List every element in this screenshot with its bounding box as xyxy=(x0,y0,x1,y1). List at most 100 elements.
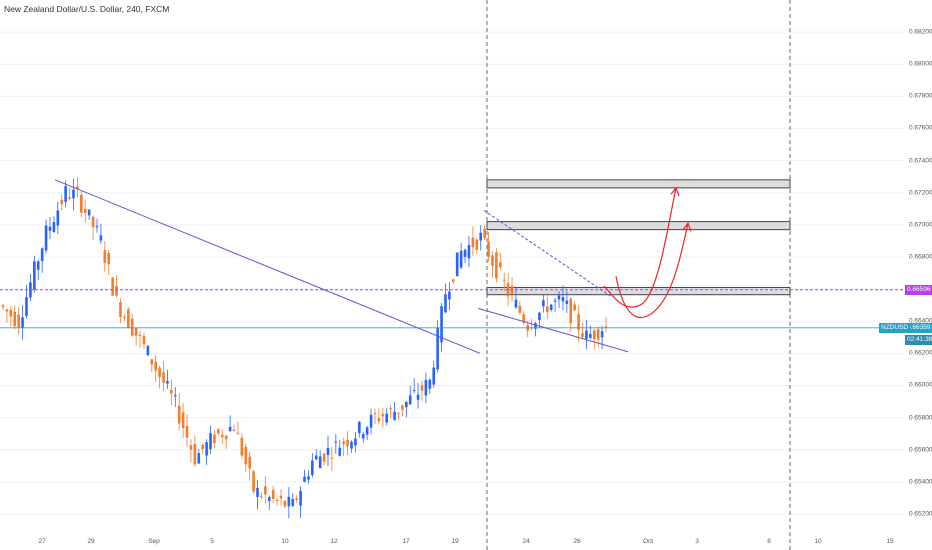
candle-body xyxy=(585,330,588,339)
candle-body xyxy=(91,216,95,228)
x-tick-label: Sep xyxy=(148,538,160,545)
candle-body xyxy=(377,418,381,422)
candle-body xyxy=(557,295,561,300)
candle-body xyxy=(358,421,361,434)
price-axis[interactable]: 0.68200 0.68000 0.67800 0.67600 0.67400 0.672… xyxy=(904,0,932,550)
candle-body xyxy=(240,437,244,456)
candle-body xyxy=(154,361,158,371)
y-tick-label: 0.67600 xyxy=(909,124,932,132)
candle-body xyxy=(518,305,522,313)
candle-body xyxy=(381,414,385,417)
candle-body xyxy=(581,333,584,337)
candle-body xyxy=(271,489,275,500)
candle-body xyxy=(220,434,224,438)
y-tick-label: 0.67200 xyxy=(909,189,932,197)
candle-body xyxy=(342,441,345,445)
candle-body xyxy=(228,426,232,431)
x-tick-label: 10 xyxy=(281,538,289,545)
level-badge: 0.66596 xyxy=(905,284,932,295)
candle-body xyxy=(475,239,479,250)
candle-body xyxy=(416,394,420,400)
candle-body xyxy=(197,453,201,464)
candle-body xyxy=(173,395,177,397)
candle-body xyxy=(177,405,181,424)
candle-body xyxy=(346,439,349,447)
candle-body xyxy=(600,331,604,338)
candle-body xyxy=(561,297,565,302)
x-tick-label: 26 xyxy=(573,538,581,545)
candle-body xyxy=(553,300,557,302)
candle-body xyxy=(479,232,483,241)
candle-body xyxy=(291,498,295,506)
candle-body xyxy=(448,291,451,300)
candle-body xyxy=(498,262,502,268)
candle-body xyxy=(217,429,220,434)
y-tick-label: 0.66800 xyxy=(909,253,932,261)
candle-body xyxy=(205,442,208,456)
price-zone xyxy=(486,221,791,231)
candle-body xyxy=(604,326,608,328)
candle-body xyxy=(432,367,436,385)
x-tick-label: 5 xyxy=(210,538,214,545)
candle-body xyxy=(126,309,130,329)
candle-body xyxy=(436,328,439,370)
countdown-badge: 02:41:38 xyxy=(905,334,932,345)
candle-body xyxy=(60,199,64,205)
candle-body xyxy=(68,197,71,199)
candle-body xyxy=(365,427,369,435)
candle-body xyxy=(408,395,412,405)
candle-body xyxy=(514,299,518,308)
candle-body xyxy=(213,434,216,444)
candle-body xyxy=(21,317,24,328)
candle-body xyxy=(181,412,185,429)
y-tick-label: 0.65600 xyxy=(909,446,932,454)
candle-body xyxy=(189,445,193,450)
candle-body xyxy=(373,413,377,415)
candle-body xyxy=(193,444,197,465)
candle-body xyxy=(87,209,91,216)
candle-body xyxy=(209,433,212,449)
candle-body xyxy=(444,294,447,313)
candle-body xyxy=(385,413,389,423)
candle-body xyxy=(393,411,396,420)
candle-body xyxy=(134,328,138,336)
x-tick-label: 10 xyxy=(814,538,822,545)
candle-body xyxy=(307,476,310,480)
price-chart[interactable] xyxy=(0,0,904,550)
candle-body xyxy=(44,225,48,251)
candle-body xyxy=(33,261,36,290)
candle-body xyxy=(64,186,67,202)
trendline-dashed xyxy=(483,209,613,298)
candle-body xyxy=(361,434,365,439)
candle-body xyxy=(549,304,553,311)
candle-body xyxy=(115,285,118,296)
candle-body xyxy=(471,237,475,248)
candle-body xyxy=(9,309,13,317)
candle-body xyxy=(412,390,416,392)
candle-body xyxy=(303,476,306,482)
candle-body xyxy=(170,390,173,394)
x-tick-label: 8 xyxy=(767,538,771,545)
y-tick-label: 0.65200 xyxy=(909,510,932,518)
candle-body xyxy=(295,498,298,500)
candle-body xyxy=(283,500,287,507)
candle-body xyxy=(72,189,75,199)
candle-body xyxy=(5,309,9,312)
y-tick-label: 0.65400 xyxy=(909,478,932,486)
candle-body xyxy=(264,486,267,495)
candle-body xyxy=(244,446,248,465)
projection-arrow xyxy=(615,223,689,319)
y-tick-label: 0.68000 xyxy=(909,60,932,68)
candle-body xyxy=(83,208,87,213)
candle-body xyxy=(354,438,357,446)
x-tick-label: 17 xyxy=(402,538,410,545)
candle-body xyxy=(420,385,424,391)
trendline-down xyxy=(54,179,481,354)
candle-body xyxy=(252,471,255,492)
candle-body xyxy=(48,226,52,231)
candle-body xyxy=(56,210,60,226)
candle-body xyxy=(311,460,314,475)
candle-body xyxy=(573,304,576,311)
y-tick-label: 0.68200 xyxy=(909,28,932,36)
arrowhead xyxy=(682,222,692,232)
